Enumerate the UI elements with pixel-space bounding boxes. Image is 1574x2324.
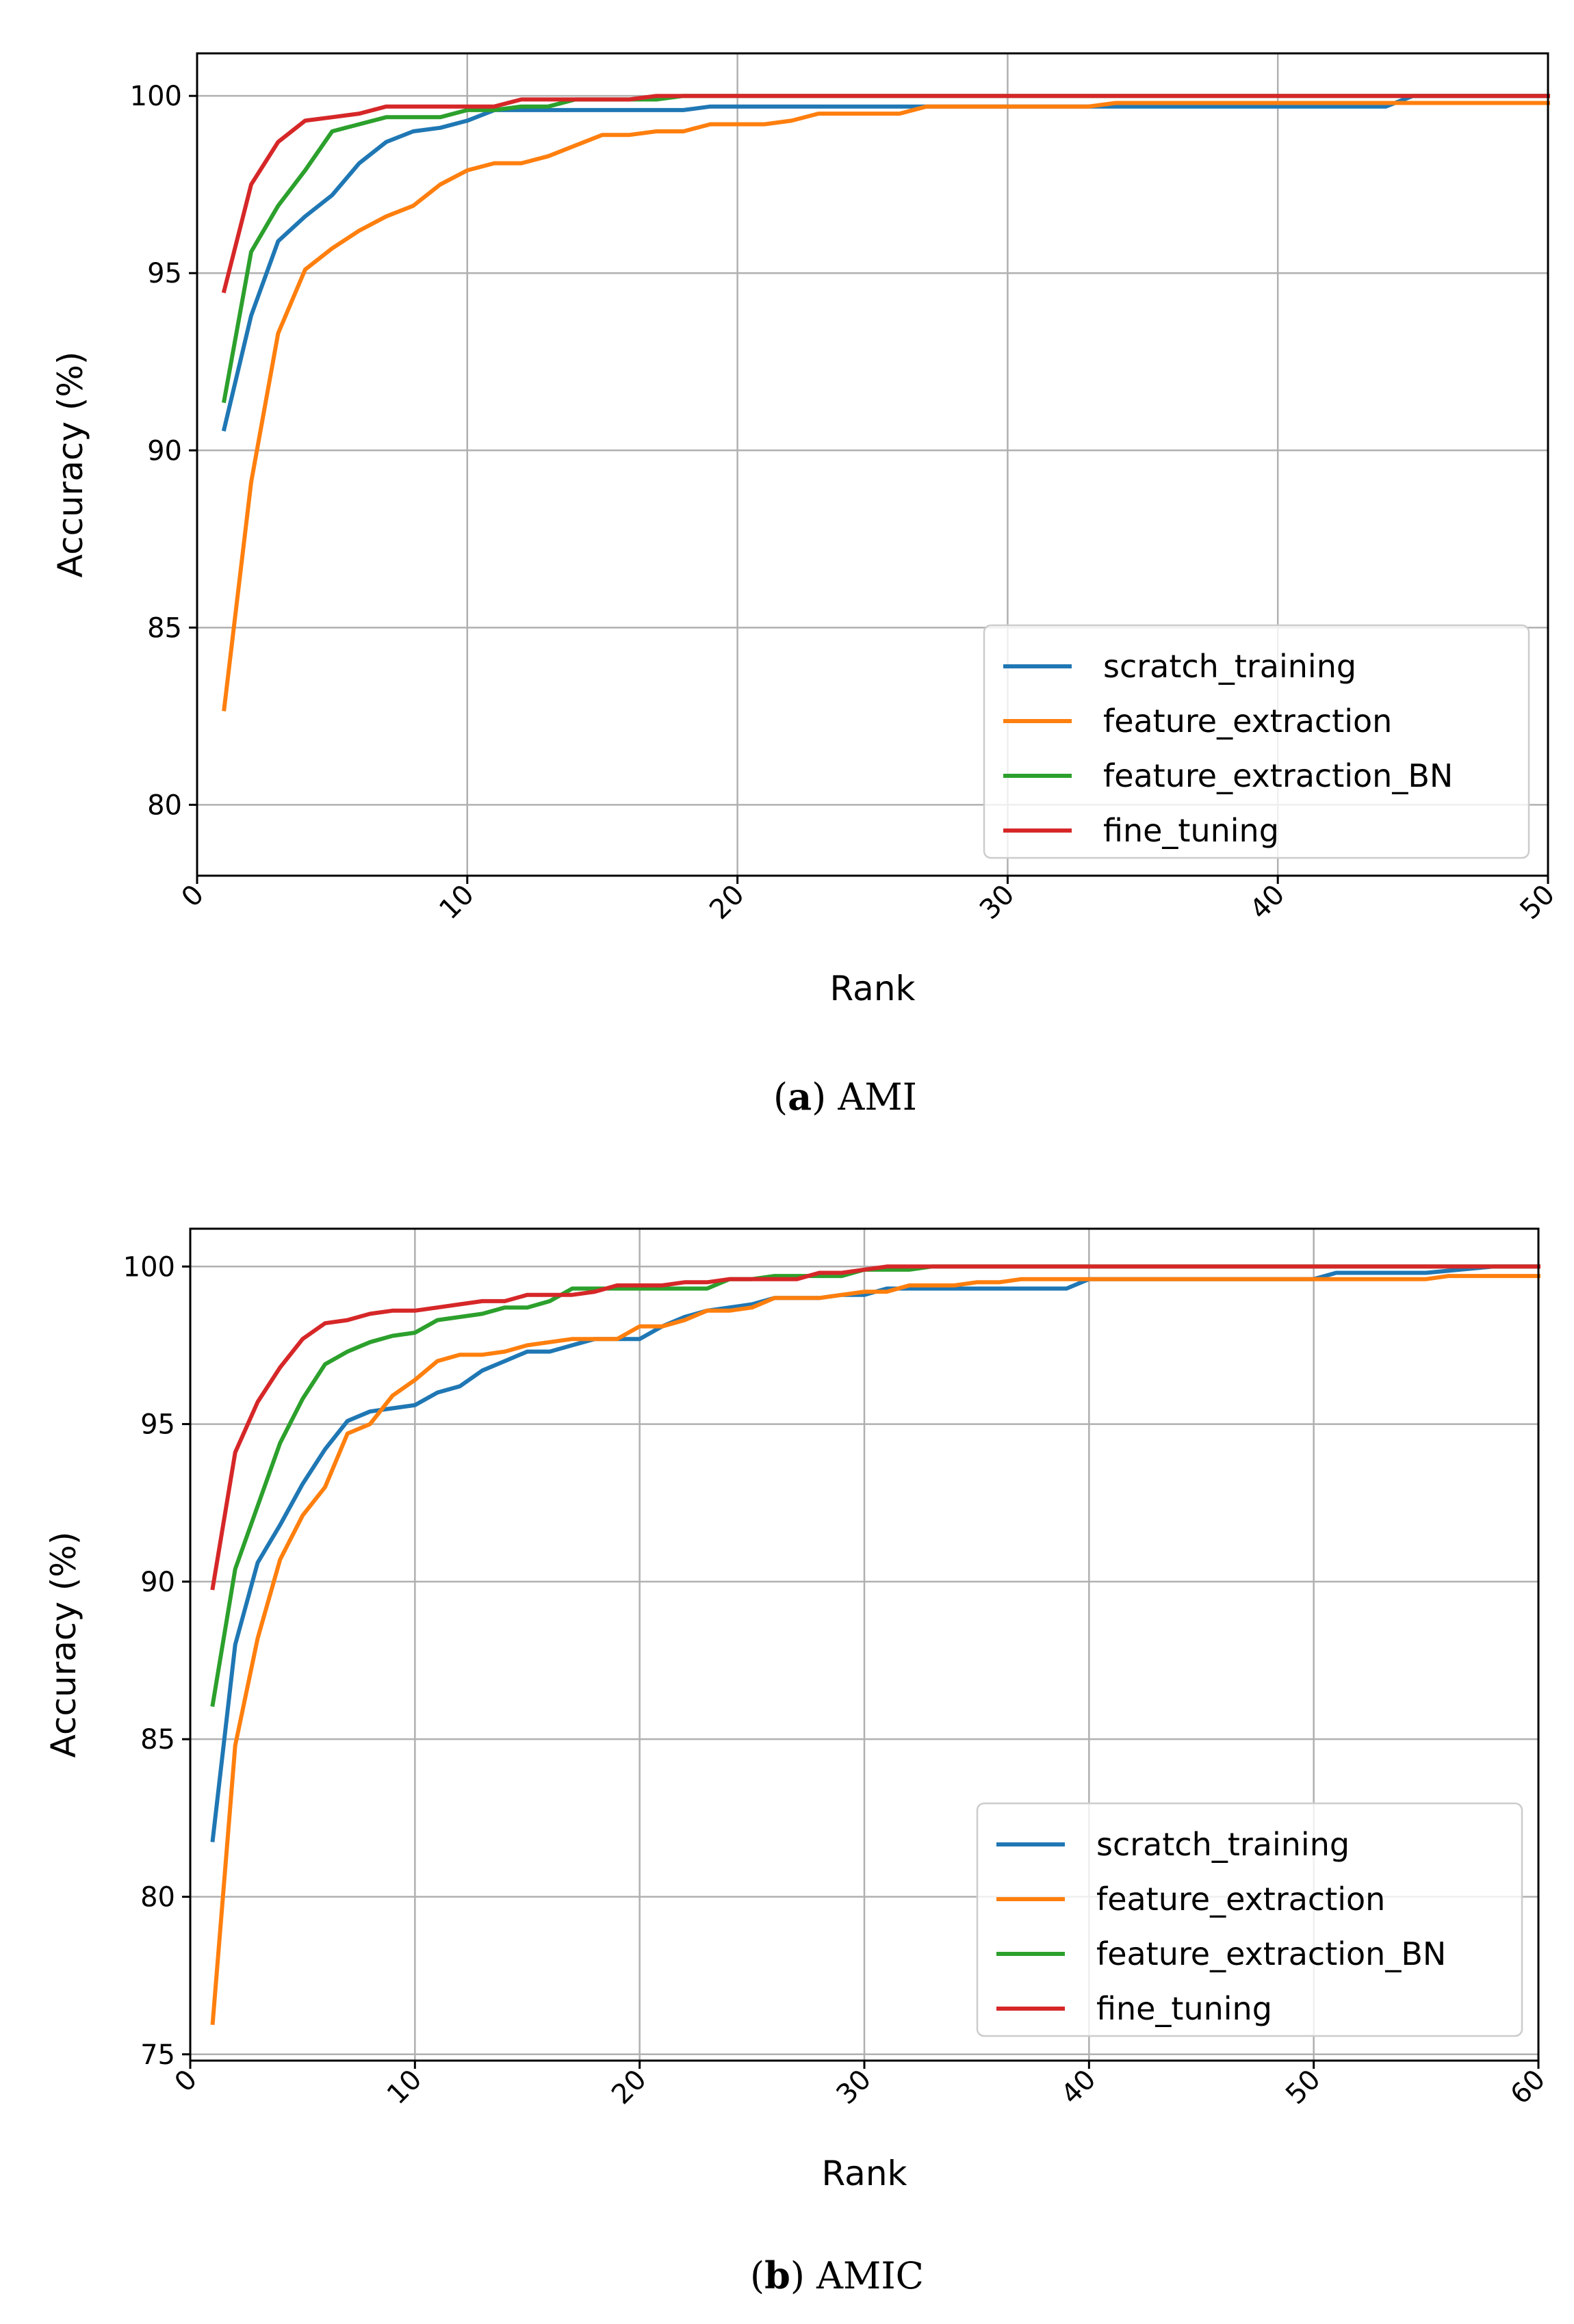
x-tick-label: 0 [176,879,211,914]
x-tick-label: 30 [974,879,1021,926]
legend: scratch_training feature_extractionfeatur… [976,1802,1523,2037]
series [210,1264,1540,2025]
chart-a: 80 85 90 95 100 0 10 20 30 40 50 Rank Accuracy (%) sc… [51,52,1562,1119]
legend-label: feature_extraction_BN [1103,757,1453,794]
x-tick-label: 20 [704,879,751,926]
y-axis-label: Accuracy (%) [51,352,90,578]
x-tick-label: 10 [381,2064,428,2111]
legend-label: fine_tuning [1103,812,1279,849]
caption-letter: b [764,2254,790,2297]
series-line-feature-extraction-BN [210,1264,1540,1707]
legend-item: feature_extraction_BN [1003,757,1453,794]
y-axis-label: Accuracy (%) [44,1532,83,1758]
figure-caption: (b) AMIC [750,2254,924,2297]
legend-box [983,624,1530,859]
legend-label: feature_extraction_BN [1096,1935,1446,1972]
caption-letter: a [788,1075,812,1119]
y-tick-label: 80 [147,789,182,821]
series-line-feature-extraction [210,1274,1540,2025]
legend: scratch_training feature_extractionfeatur… [983,624,1530,859]
caption-paren-open: ( [750,2254,764,2297]
y-tick-label: 95 [140,1409,175,1441]
legend-label: scratch_training [1096,1826,1350,1863]
caption-text: ) AMIC [790,2254,924,2297]
figure-caption: (a) AMI [773,1075,917,1119]
y-tick-label: 90 [140,1567,175,1598]
x-tick-label: 40 [1055,2064,1102,2111]
legend-item: feature_extraction [1003,703,1392,740]
caption-text: ) AMI [812,1075,917,1119]
legend-item: feature_extraction [996,1881,1385,1918]
legend-item: fine_tuning [1003,812,1279,849]
series-line-scratch-training [221,94,1550,432]
y-tick-label: 85 [147,612,182,644]
x-tick-label: 30 [831,2064,878,2111]
legend-item: scratch_training [996,1826,1350,1863]
legend-label: feature_extraction [1103,703,1392,740]
y-tick-label: 100 [123,1251,175,1283]
caption-paren-open: ( [773,1075,788,1119]
legend-label: feature_extraction [1096,1881,1385,1918]
legend-label: fine_tuning [1096,1990,1272,2027]
legend-item: scratch_training [1003,648,1356,685]
x-tick-label: 50 [1280,2064,1327,2111]
y-tick-label: 95 [147,258,182,289]
series-line-fine-tuning [221,94,1550,293]
x-axis-label: Rank [830,969,916,1008]
legend-box [976,1802,1523,2037]
x-tick-label: 50 [1514,879,1562,926]
axes-frame [196,52,1549,877]
x-axis-label: Rank [822,2154,907,2193]
legend-label: scratch_training [1103,648,1356,685]
x-tick-label: 40 [1244,879,1291,926]
legend-item: feature_extraction_BN [996,1935,1446,1972]
legend-item: fine_tuning [996,1990,1272,2027]
y-tick-label: 75 [140,2039,175,2071]
series-line-feature-extraction [222,101,1550,711]
series-line-fine-tuning [210,1264,1540,1591]
x-tick-label: 20 [606,2064,653,2111]
x-tick-label: 10 [433,879,480,926]
y-tick-label: 90 [147,435,182,467]
series [221,94,1550,711]
y-tick-label: 85 [140,1724,175,1755]
y-tick-label: 80 [140,1881,175,1913]
x-tick-label: 60 [1505,2064,1552,2111]
y-tick-label: 100 [130,81,182,112]
